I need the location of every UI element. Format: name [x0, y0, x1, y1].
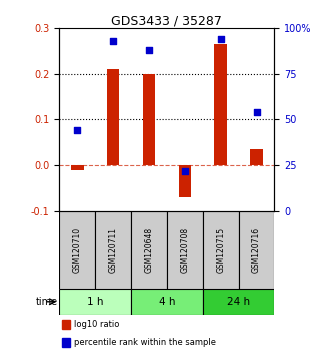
Bar [178, 165, 191, 197]
Bar [131, 211, 167, 289]
Bar [203, 289, 274, 315]
Text: GSM120648: GSM120648 [144, 227, 153, 273]
Bar [71, 165, 83, 170]
Bar [250, 149, 263, 165]
Point [182, 168, 187, 173]
Bar [143, 74, 155, 165]
Point [146, 47, 152, 53]
Bar [95, 211, 131, 289]
Bar [62, 338, 70, 347]
Text: 1 h: 1 h [87, 297, 103, 307]
Text: GSM120715: GSM120715 [216, 227, 225, 273]
Text: log10 ratio: log10 ratio [74, 320, 120, 329]
Text: 4 h: 4 h [159, 297, 175, 307]
Point [75, 127, 80, 133]
Bar [62, 320, 70, 329]
Text: GSM120711: GSM120711 [108, 227, 118, 273]
Text: time: time [36, 297, 58, 307]
Bar [214, 44, 227, 165]
Bar [203, 211, 239, 289]
Bar [239, 211, 274, 289]
Bar [107, 69, 119, 165]
Title: GDS3433 / 35287: GDS3433 / 35287 [111, 14, 222, 27]
Text: percentile rank within the sample: percentile rank within the sample [74, 338, 216, 347]
Bar [131, 289, 203, 315]
Point [110, 38, 116, 44]
Point [218, 36, 223, 42]
Text: GSM120708: GSM120708 [180, 227, 189, 273]
Bar [59, 211, 95, 289]
Bar [59, 289, 131, 315]
Text: GSM120710: GSM120710 [73, 227, 82, 273]
Bar [167, 211, 203, 289]
Text: GSM120716: GSM120716 [252, 227, 261, 273]
Text: 24 h: 24 h [227, 297, 250, 307]
Point [254, 109, 259, 115]
